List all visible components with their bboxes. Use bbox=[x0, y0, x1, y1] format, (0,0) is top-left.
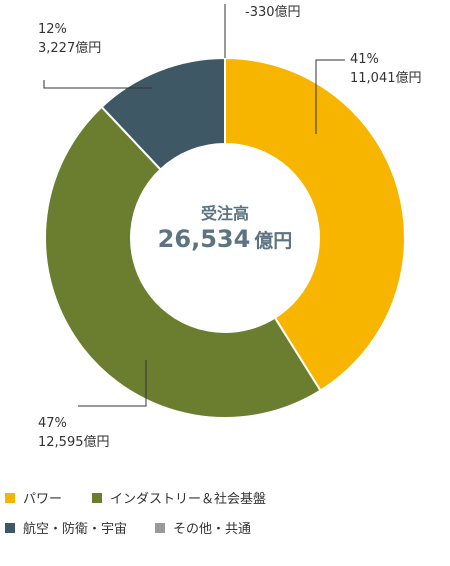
legend-item-others: その他・共通 bbox=[155, 518, 251, 537]
legend-swatch-others bbox=[155, 522, 165, 533]
leader-industry bbox=[78, 360, 147, 407]
center-total-value: 26,534 bbox=[157, 225, 251, 253]
label-aerospace: 12% 3,227億円 bbox=[38, 20, 101, 58]
legend-item-industry: インダストリー＆社会基盤 bbox=[92, 488, 266, 507]
center-title: 受注高 bbox=[200, 204, 249, 223]
label-industry: 47% 12,595億円 bbox=[38, 414, 110, 452]
legend-label-others: その他・共通 bbox=[173, 522, 252, 537]
leader-aerospace bbox=[43, 80, 152, 89]
label-aerospace-percent: 12% bbox=[38, 22, 67, 37]
slice-power bbox=[224, 56, 406, 392]
donut-slices bbox=[44, 56, 406, 419]
label-industry-value: 12,595億円 bbox=[38, 435, 110, 450]
slice-industry bbox=[44, 105, 322, 419]
center-total: 26,534 億円 bbox=[125, 225, 325, 253]
label-aerospace-value: 3,227億円 bbox=[38, 41, 102, 56]
legend-label-industry: インダストリー＆社会基盤 bbox=[110, 492, 267, 507]
label-power-value: 11,041億円 bbox=[350, 71, 422, 86]
slice-aerospace bbox=[100, 56, 226, 171]
legend-swatch-aerospace bbox=[5, 522, 15, 533]
label-others: -330億円 bbox=[245, 3, 301, 22]
label-power: 41% 11,041億円 bbox=[350, 50, 422, 88]
leader-lines bbox=[43, 4, 345, 407]
label-power-percent: 41% bbox=[350, 52, 379, 67]
legend-swatch-industry bbox=[92, 492, 102, 503]
legend-label-power: パワー bbox=[23, 492, 63, 507]
legend-item-power: パワー bbox=[5, 488, 62, 507]
legend-label-aerospace: 航空・防衛・宇宙 bbox=[23, 522, 128, 537]
label-others-value: -330億円 bbox=[245, 5, 301, 20]
legend-swatch-power bbox=[5, 492, 15, 503]
leader-power bbox=[315, 59, 345, 134]
label-industry-percent: 47% bbox=[38, 416, 67, 431]
legend-item-aerospace: 航空・防衛・宇宙 bbox=[5, 518, 127, 537]
center-total-unit: 億円 bbox=[254, 230, 293, 252]
